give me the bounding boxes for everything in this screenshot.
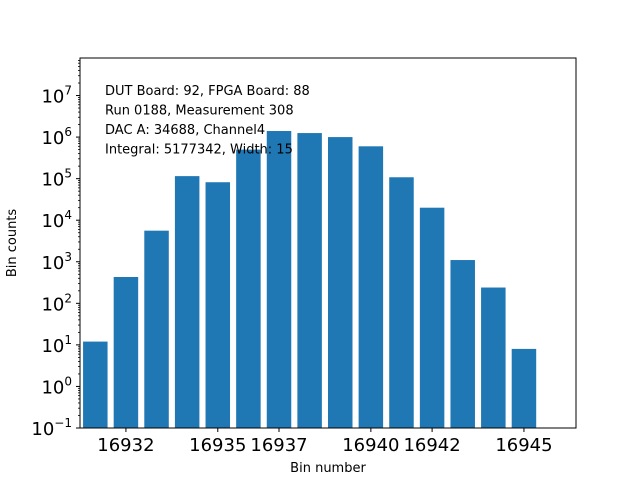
x-tick-label: 16940 bbox=[342, 435, 399, 456]
annotation-line: Integral: 5177342, Width: 15 bbox=[105, 143, 293, 158]
annotation-line: Run 0188, Measurement 308 bbox=[105, 104, 294, 119]
plot-frame bbox=[79, 57, 577, 429]
annotation-box: DUT Board: 92, FPGA Board: 88 Run 0188, M… bbox=[105, 84, 310, 158]
bar bbox=[236, 149, 261, 428]
x-tick-label: 16942 bbox=[403, 435, 460, 456]
x-axis-ticks: 16932 16935 16937 16940 16942 16945 bbox=[97, 428, 553, 456]
bar bbox=[83, 341, 108, 428]
y-tick-label: 103 bbox=[41, 250, 72, 274]
y-tick-label: 106 bbox=[41, 125, 72, 149]
annotation-line: DAC A: 34688, Channel4 bbox=[105, 123, 265, 138]
x-tick-label: 16932 bbox=[97, 435, 154, 456]
y-tick-label: 104 bbox=[41, 208, 72, 232]
bar bbox=[389, 177, 414, 428]
bar bbox=[144, 230, 169, 428]
annotation-line: DUT Board: 92, FPGA Board: 88 bbox=[105, 84, 310, 99]
bars-group bbox=[83, 131, 537, 428]
x-axis-label: Bin number bbox=[290, 461, 366, 476]
x-tick-label: 16935 bbox=[189, 435, 246, 456]
bar bbox=[481, 287, 506, 428]
bar bbox=[328, 137, 353, 428]
y-tick-label: 100 bbox=[41, 374, 72, 398]
y-tick-label: 102 bbox=[41, 291, 72, 315]
x-tick-label: 16945 bbox=[495, 435, 552, 456]
x-tick-label: 16937 bbox=[250, 435, 307, 456]
bar bbox=[358, 146, 384, 428]
bar bbox=[297, 133, 322, 428]
y-tick-label: 105 bbox=[41, 167, 72, 191]
bar bbox=[174, 176, 200, 428]
bar bbox=[419, 207, 445, 428]
y-tick-label: 107 bbox=[41, 84, 72, 108]
bar bbox=[450, 260, 475, 428]
bar bbox=[113, 276, 139, 428]
bar bbox=[266, 131, 292, 428]
y-tick-label: 10−1 bbox=[31, 416, 72, 440]
y-tick-label: 101 bbox=[41, 333, 72, 357]
y-axis-label: Bin counts bbox=[5, 209, 20, 278]
y-axis-ticks: 10−1 100 101 102 103 104 105 106 107 bbox=[31, 60, 80, 440]
bar bbox=[511, 348, 537, 428]
bar bbox=[205, 182, 231, 428]
